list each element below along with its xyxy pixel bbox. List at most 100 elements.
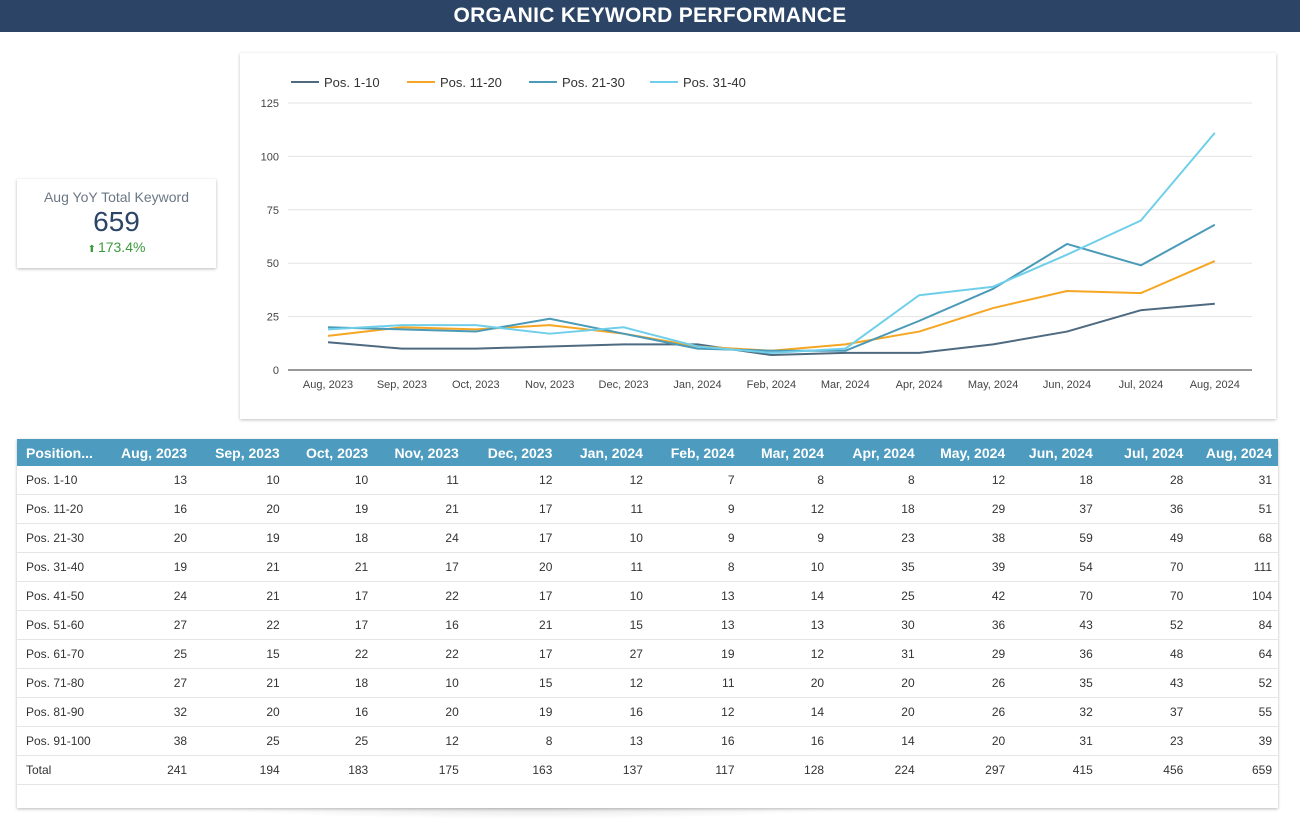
table-cell: 42 xyxy=(920,581,1012,611)
row-label-cell: Pos. 1-10 xyxy=(17,466,110,495)
table-cell: 30 xyxy=(830,610,921,640)
data-table-card[interactable]: Position... Aug, 2023 Sep, 2023 Oct, 2023 No… xyxy=(17,439,1278,808)
table-cell: 22 xyxy=(374,639,465,669)
table-cell: 17 xyxy=(464,581,559,611)
table-cell: 25 xyxy=(193,726,286,756)
y-tick-label: 50 xyxy=(267,258,279,270)
table-cell: 52 xyxy=(1098,610,1190,640)
table-cell: 52 xyxy=(1189,668,1278,698)
table-cell: 104 xyxy=(1189,581,1278,611)
table-cell: 12 xyxy=(558,466,649,495)
line-chart[interactable]: 0 25 50 75 100 125 Aug, 2023 Sep, 2023 Oct, 2023… xyxy=(240,53,1276,419)
table-row: Pos. 51-60 27 22 17 16 21 15 13 13 30 36 43 52 84 xyxy=(17,610,1278,640)
column-header-month[interactable]: Nov, 2023 xyxy=(374,439,465,466)
table-cell: 23 xyxy=(830,523,921,553)
kpi-change: ⬆ 173.4% xyxy=(17,239,216,255)
table-cell: 20 xyxy=(740,668,831,698)
series-line-4 xyxy=(327,132,1216,354)
table-cell: 17 xyxy=(285,610,375,640)
column-header-month[interactable]: Feb, 2024 xyxy=(648,439,741,466)
table-cell: 16 xyxy=(109,494,194,524)
column-header-month[interactable]: Jan, 2024 xyxy=(558,439,649,466)
table-row: Pos. 11-20 16 20 19 21 17 11 9 12 18 29 37 36 51 xyxy=(17,494,1278,524)
table-cell: 13 xyxy=(648,610,741,640)
table-cell: 21 xyxy=(285,552,375,582)
table-cell: 17 xyxy=(285,581,375,611)
column-header-month[interactable]: Jun, 2024 xyxy=(1011,439,1099,466)
table-cell: 11 xyxy=(558,494,649,524)
table-cell: 21 xyxy=(193,581,286,611)
x-tick-label: Oct, 2023 xyxy=(452,379,500,391)
table-cell: 10 xyxy=(558,523,649,553)
column-header-position[interactable]: Position... xyxy=(17,439,110,466)
x-tick-label: Apr, 2024 xyxy=(896,379,943,391)
table-cell: 55 xyxy=(1189,697,1278,727)
table-cell: 27 xyxy=(558,639,649,669)
table-cell: 21 xyxy=(464,610,559,640)
kpi-scorecard[interactable]: Aug YoY Total Keyword 659 ⬆ 173.4% xyxy=(17,179,216,268)
table-cell: 38 xyxy=(109,726,194,756)
line-chart-card[interactable]: 0 25 50 75 100 125 Aug, 2023 Sep, 2023 Oct, 2023… xyxy=(240,53,1276,419)
table-cell: 16 xyxy=(648,726,741,756)
column-header-month[interactable]: Apr, 2024 xyxy=(830,439,921,466)
table-cell: 70 xyxy=(1098,552,1190,582)
table-cell: 20 xyxy=(193,697,286,727)
table-cell: 51 xyxy=(1189,494,1278,524)
legend-label: Pos. 21-30 xyxy=(562,75,625,90)
table-cell: 111 xyxy=(1189,552,1278,582)
column-header-month[interactable]: Aug, 2023 xyxy=(109,439,194,466)
table-cell: 59 xyxy=(1011,523,1099,553)
column-header-month[interactable]: Dec, 2023 xyxy=(464,439,559,466)
table-cell: 297 xyxy=(920,755,1012,785)
table-cell: 21 xyxy=(193,668,286,698)
row-label-cell: Pos. 71-80 xyxy=(17,668,110,698)
table-cell: 15 xyxy=(558,610,649,640)
table-cell: 31 xyxy=(1011,726,1099,756)
table-cell: 11 xyxy=(374,466,465,495)
table-cell: 194 xyxy=(193,755,286,785)
table-cell: 128 xyxy=(740,755,831,785)
table-cell: 8 xyxy=(464,726,559,756)
table-cell: 241 xyxy=(109,755,194,785)
table-cell: 36 xyxy=(920,610,1012,640)
table-row: Pos. 1-10 13 10 10 11 12 12 7 8 8 12 18 28 31 xyxy=(17,466,1278,495)
table-cell: 13 xyxy=(558,726,649,756)
table-cell: 39 xyxy=(920,552,1012,582)
series-line-2 xyxy=(327,260,1216,352)
table-cell: 70 xyxy=(1011,581,1099,611)
table-cell: 10 xyxy=(285,466,375,495)
table-cell: 7 xyxy=(648,466,741,495)
table-cell: 16 xyxy=(740,726,831,756)
table-cell: 26 xyxy=(920,668,1012,698)
table-cell: 29 xyxy=(920,494,1012,524)
table-cell: 12 xyxy=(648,697,741,727)
keyword-table: Position... Aug, 2023 Sep, 2023 Oct, 2023 No… xyxy=(17,439,1278,785)
column-header-month[interactable]: Mar, 2024 xyxy=(740,439,831,466)
table-cell: 27 xyxy=(109,668,194,698)
x-tick-label: Aug, 2024 xyxy=(1190,379,1240,391)
table-row: Pos. 91-100 38 25 25 12 8 13 16 16 14 20 31 23 39 xyxy=(17,726,1278,756)
table-cell: 28 xyxy=(1098,466,1190,495)
column-header-month[interactable]: Oct, 2023 xyxy=(285,439,375,466)
arrow-up-icon: ⬆ xyxy=(87,244,96,255)
table-cell: 415 xyxy=(1011,755,1099,785)
table-cell: 24 xyxy=(109,581,194,611)
table-cell: 16 xyxy=(558,697,649,727)
x-tick-label: Mar, 2024 xyxy=(821,379,870,391)
table-cell: 49 xyxy=(1098,523,1190,553)
column-header-month[interactable]: May, 2024 xyxy=(920,439,1012,466)
table-cell: 18 xyxy=(830,494,921,524)
column-header-month[interactable]: Jul, 2024 xyxy=(1098,439,1190,466)
table-cell: 25 xyxy=(109,639,194,669)
table-cell: 12 xyxy=(558,668,649,698)
column-header-month[interactable]: Sep, 2023 xyxy=(193,439,286,466)
table-cell: 12 xyxy=(374,726,465,756)
y-tick-label: 125 xyxy=(261,98,279,110)
column-header-month[interactable]: Aug, 2024 xyxy=(1189,439,1278,466)
table-cell: 22 xyxy=(285,639,375,669)
table-cell: 35 xyxy=(1011,668,1099,698)
table-cell: 20 xyxy=(109,523,194,553)
table-cell: 31 xyxy=(830,639,921,669)
row-label-cell: Pos. 51-60 xyxy=(17,610,110,640)
decorative-shadow xyxy=(210,808,850,819)
